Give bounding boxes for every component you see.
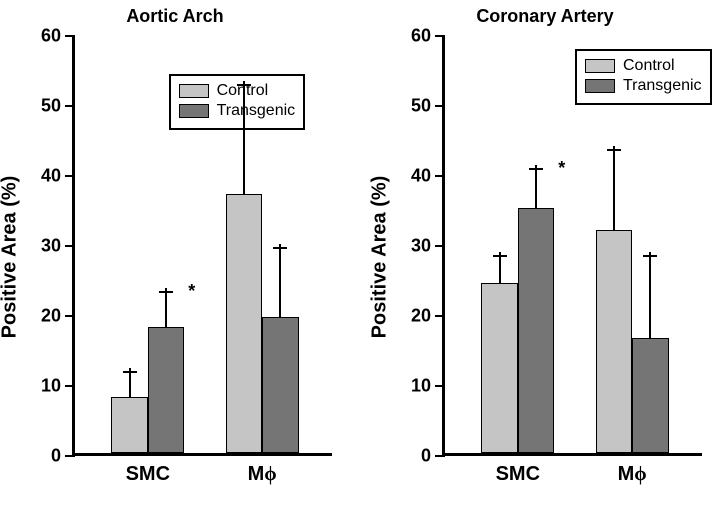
bar-transgenic — [632, 338, 668, 454]
y-tick — [65, 175, 75, 177]
chart-panel-aortic-arch: Aortic Arch Positive Area (%) Control Tr… — [0, 0, 350, 514]
y-axis-title: Positive Area (%) — [0, 176, 22, 339]
bar-transgenic — [148, 327, 184, 453]
bar-transgenic — [262, 317, 298, 454]
error-bar — [165, 288, 167, 327]
y-tick — [435, 245, 445, 247]
chart-panel-coronary-artery: Coronary Artery Positive Area (%) Contro… — [370, 0, 720, 514]
y-tick-label: 20 — [411, 306, 431, 327]
error-cap — [607, 149, 621, 151]
y-tick — [65, 245, 75, 247]
bar-control — [226, 194, 262, 453]
legend-swatch-light — [585, 59, 615, 73]
legend: Control Transgenic — [575, 49, 712, 105]
legend-label: Transgenic — [623, 77, 702, 95]
bar-control — [596, 230, 632, 453]
y-tick — [65, 35, 75, 37]
error-bar — [279, 244, 281, 316]
y-tick — [435, 385, 445, 387]
error-cap — [529, 168, 543, 170]
y-tick — [435, 175, 445, 177]
legend-swatch-dark — [179, 104, 209, 118]
y-tick — [65, 105, 75, 107]
legend-row-transgenic: Transgenic — [585, 77, 702, 95]
y-tick-label: 10 — [41, 376, 61, 397]
x-tick-label: Mϕ — [248, 463, 277, 486]
y-tick-label: 40 — [41, 166, 61, 187]
chart-title: Coronary Artery — [370, 6, 720, 27]
legend-swatch-light — [179, 84, 209, 98]
y-tick — [65, 315, 75, 317]
error-bar — [243, 81, 245, 194]
bar-control — [111, 397, 147, 453]
error-cap — [159, 291, 173, 293]
error-bar — [613, 146, 615, 231]
significance-star: * — [188, 281, 195, 302]
y-tick — [435, 455, 445, 457]
error-cap — [237, 84, 251, 86]
significance-star: * — [558, 158, 565, 179]
legend-label: Transgenic — [217, 102, 296, 120]
y-tick-label: 30 — [41, 236, 61, 257]
plot-area: Control Transgenic 0102030405060SMC*Mϕ — [442, 36, 702, 456]
bar-control — [481, 283, 517, 453]
chart-title: Aortic Arch — [0, 6, 350, 27]
y-tick — [435, 315, 445, 317]
x-tick-label: Mϕ — [618, 463, 647, 486]
plot-area: Control Transgenic 0102030405060SMC*Mϕ — [72, 36, 332, 456]
legend-swatch-dark — [585, 79, 615, 93]
legend-label: Control — [623, 57, 675, 75]
error-bar — [535, 165, 537, 208]
y-tick-label: 50 — [411, 96, 431, 117]
y-tick-label: 40 — [411, 166, 431, 187]
y-tick-label: 0 — [51, 446, 61, 467]
y-tick — [435, 35, 445, 37]
y-tick — [65, 385, 75, 387]
error-cap — [273, 247, 287, 249]
y-tick-label: 0 — [421, 446, 431, 467]
bar-transgenic — [518, 208, 554, 453]
y-tick-label: 60 — [411, 26, 431, 47]
y-axis-title: Positive Area (%) — [369, 176, 392, 339]
error-bar — [649, 252, 651, 337]
x-tick-label: SMC — [126, 463, 170, 486]
y-tick-label: 50 — [41, 96, 61, 117]
y-tick-label: 30 — [411, 236, 431, 257]
y-tick-label: 10 — [411, 376, 431, 397]
error-cap — [123, 371, 137, 373]
error-cap — [643, 255, 657, 257]
legend-row-control: Control — [585, 57, 702, 75]
error-cap — [493, 255, 507, 257]
y-tick-label: 20 — [41, 306, 61, 327]
legend-row-transgenic: Transgenic — [179, 102, 296, 120]
y-tick — [435, 105, 445, 107]
legend: Control Transgenic — [169, 74, 306, 130]
y-tick — [65, 455, 75, 457]
x-tick-label: SMC — [496, 463, 540, 486]
y-tick-label: 60 — [41, 26, 61, 47]
